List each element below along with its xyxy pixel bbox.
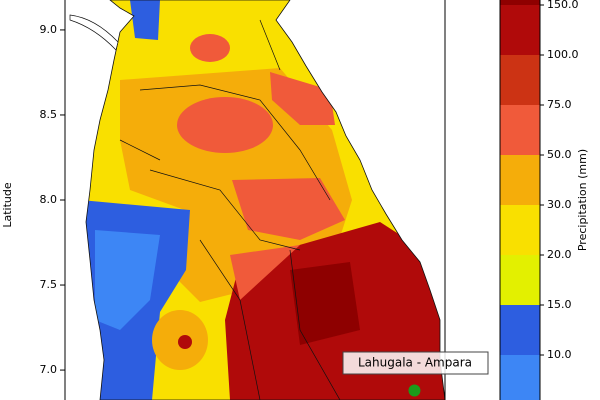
y-tick-label: 7.5 <box>40 278 58 291</box>
y-tick-label: 8.0 <box>40 193 58 206</box>
colorbar-tick-label: 50.0 <box>547 148 572 161</box>
colorbar-tick-label: 100.0 <box>547 48 579 61</box>
colorbar-tick-label: 75.0 <box>547 98 572 111</box>
annotation-box <box>342 351 489 375</box>
y-tick-label: 7.0 <box>40 363 58 376</box>
colorbar-segment <box>500 55 540 105</box>
colorbar-tick-label: 15.0 <box>547 298 572 311</box>
colorbar-segment <box>500 205 540 255</box>
colorbar-tick-label: 30.0 <box>547 198 572 211</box>
colorbar-tick-label: 20.0 <box>547 248 572 261</box>
colorbar-segment <box>500 355 540 400</box>
y-tick-label: 9.0 <box>40 23 58 36</box>
annotation: Lahugala - Ampara <box>358 356 472 370</box>
colorbar-segment <box>500 105 540 155</box>
coastline <box>85 0 446 400</box>
colorbar-tick-label: 10.0 <box>547 348 572 361</box>
location-marker <box>408 384 421 397</box>
colorbar-segment <box>500 255 540 305</box>
colorbar-segment <box>500 305 540 355</box>
colorbar-segment <box>500 5 540 55</box>
colorbar-frame <box>499 0 541 400</box>
colorbar-label: Precipitation (mm) <box>576 149 589 251</box>
colorbar-segment <box>500 0 540 5</box>
colorbar-tick-label: 150.0 <box>547 0 579 11</box>
y-axis-label: Latitude <box>1 182 14 228</box>
y-tick-label: 8.5 <box>40 108 58 121</box>
colorbar-segment <box>500 155 540 205</box>
spit <box>69 14 119 51</box>
precipitation-field <box>86 0 445 400</box>
